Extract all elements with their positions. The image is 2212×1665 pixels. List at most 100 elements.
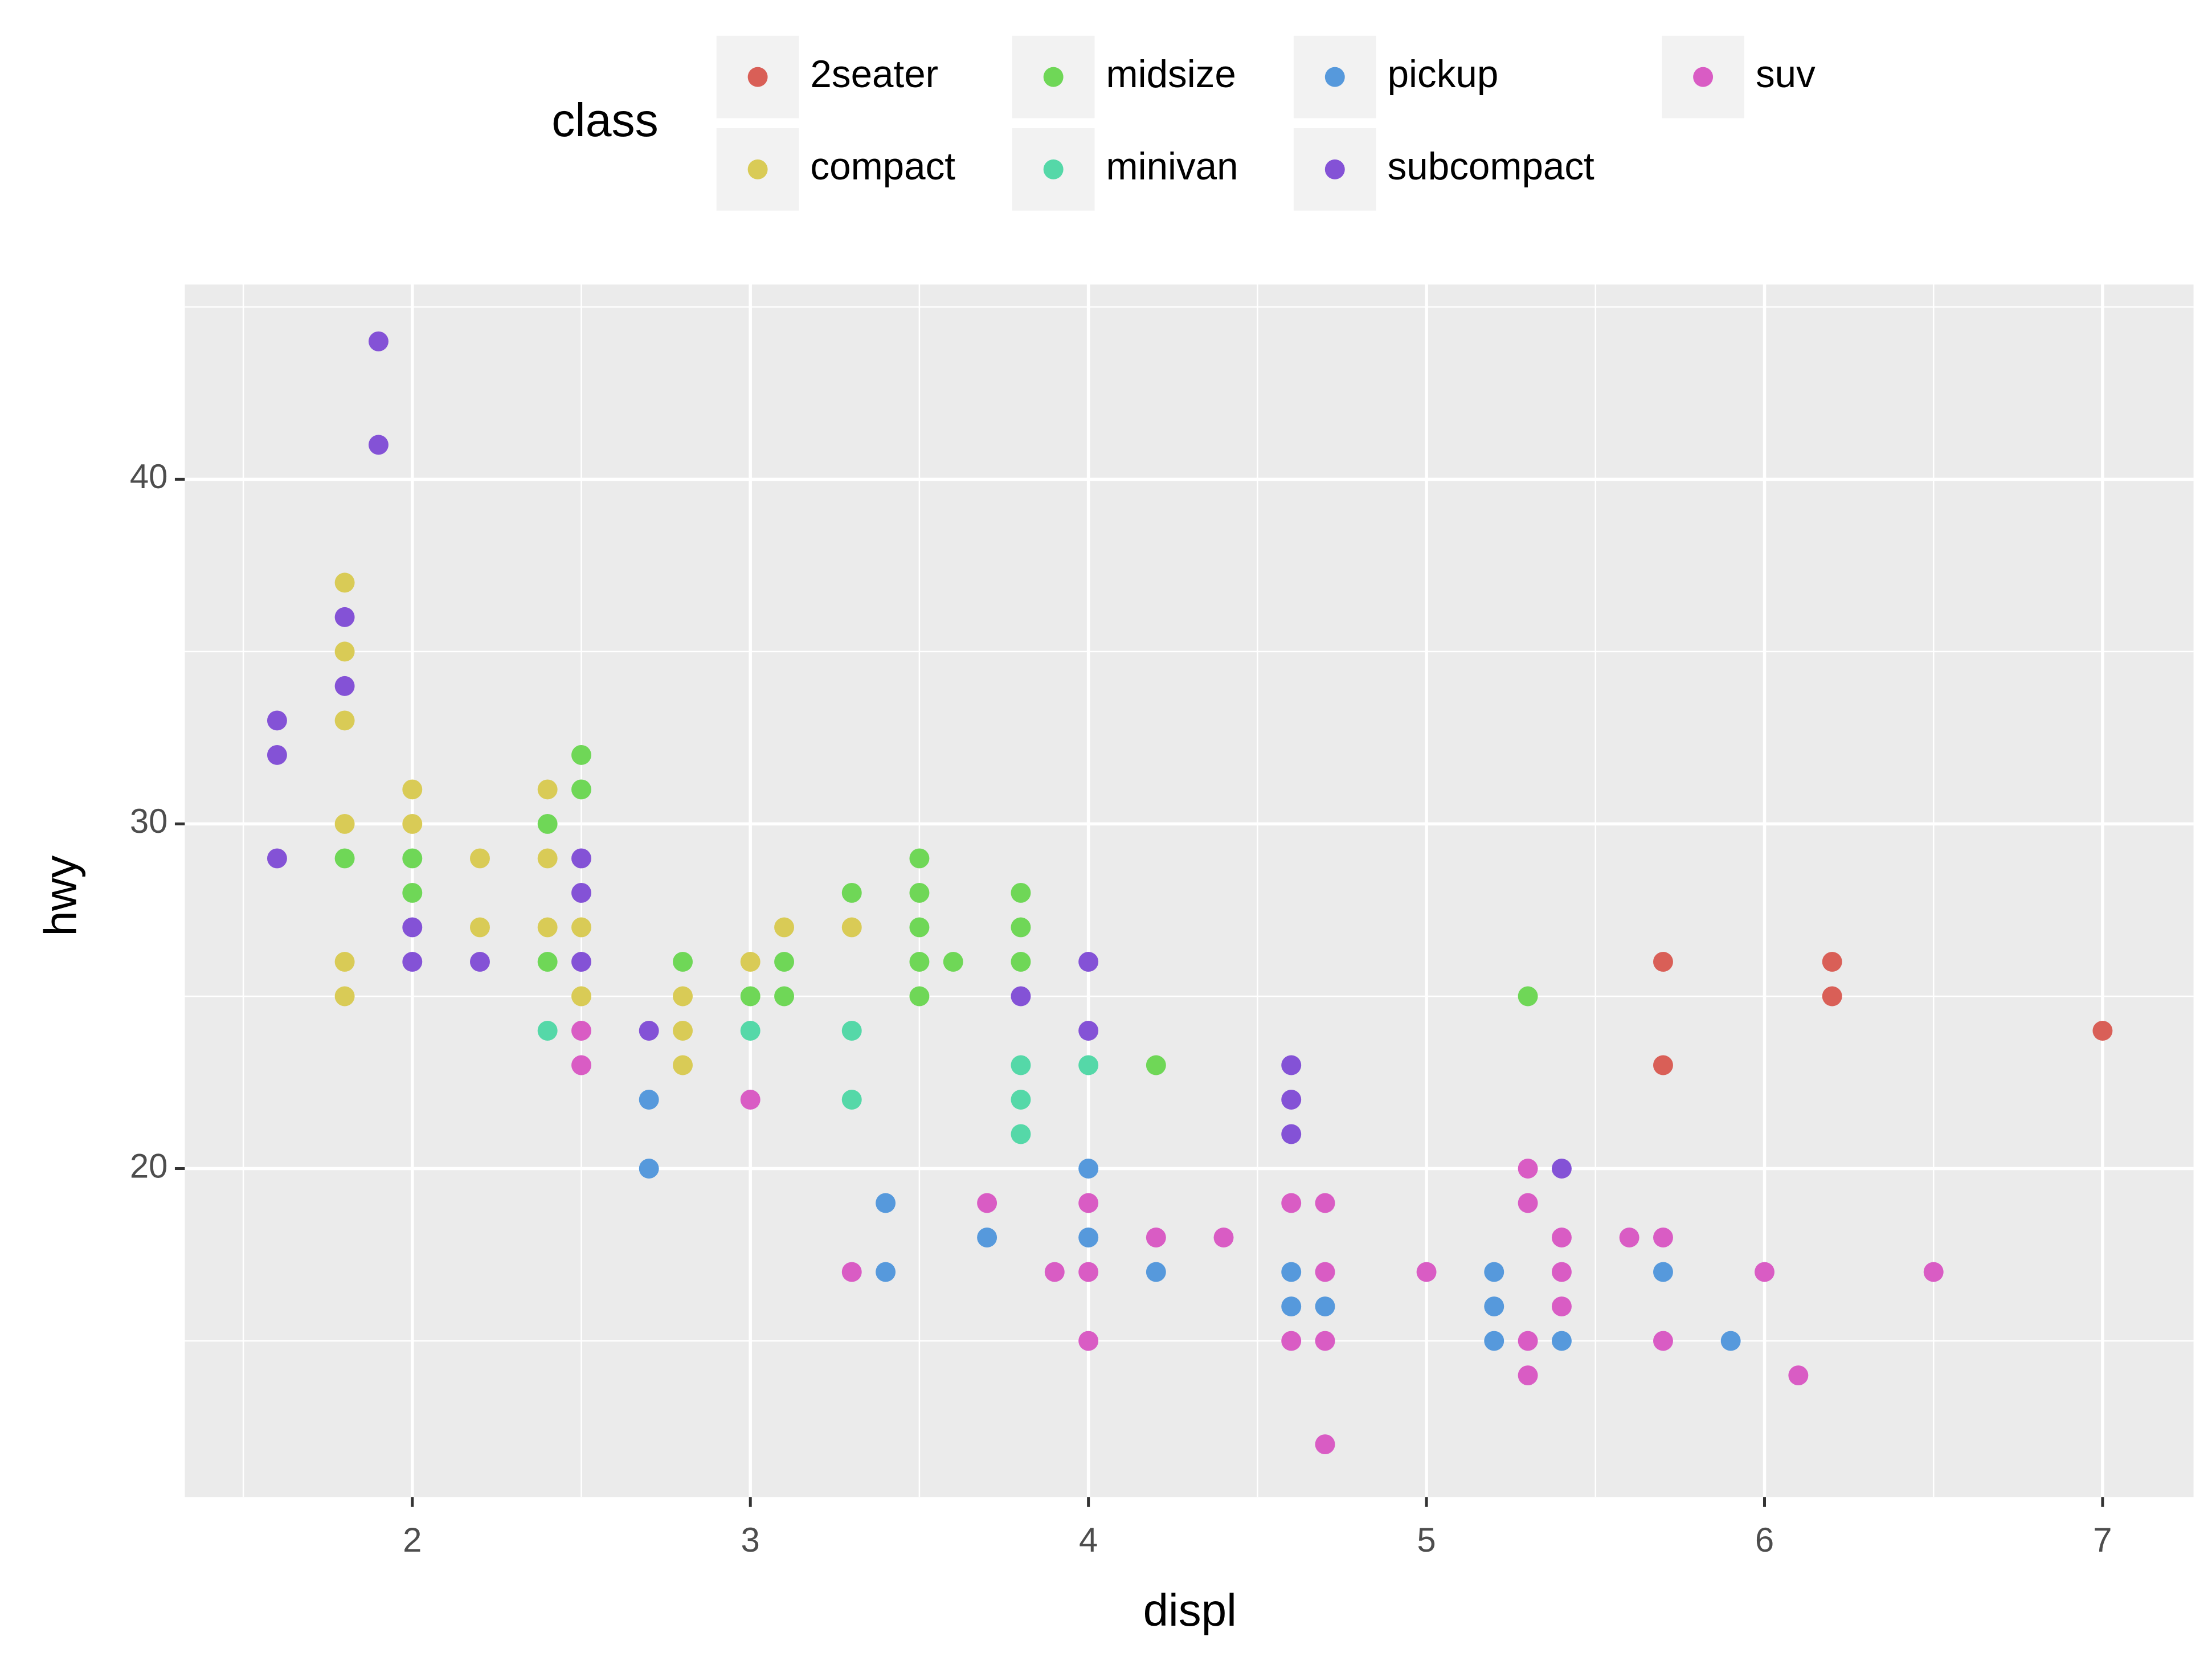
point — [1551, 1262, 1572, 1282]
point — [1281, 1296, 1302, 1317]
point — [673, 951, 693, 972]
point — [673, 1021, 693, 1041]
point — [909, 986, 930, 1007]
point — [571, 882, 591, 903]
point — [1078, 951, 1099, 972]
point — [1078, 1193, 1099, 1213]
point — [1551, 1159, 1572, 1179]
point — [740, 951, 760, 972]
point — [909, 848, 930, 869]
point — [334, 710, 355, 731]
point — [909, 917, 930, 938]
point — [571, 779, 591, 800]
point — [334, 572, 355, 593]
point — [1078, 1055, 1099, 1075]
point — [571, 951, 591, 972]
x-tick-label: 6 — [1755, 1521, 1774, 1559]
point — [673, 986, 693, 1007]
point — [841, 917, 862, 938]
legend-label: subcompact — [1388, 145, 1594, 188]
point — [1011, 882, 1031, 903]
legend-title: class — [551, 94, 659, 146]
point — [1146, 1055, 1166, 1075]
point — [740, 1090, 760, 1110]
point — [639, 1159, 659, 1179]
point — [334, 986, 355, 1007]
point — [1146, 1228, 1166, 1247]
point — [571, 1021, 591, 1041]
point — [1011, 1090, 1031, 1110]
point — [571, 917, 591, 938]
point — [571, 986, 591, 1007]
point — [639, 1021, 659, 1041]
point — [334, 813, 355, 834]
point — [267, 744, 287, 765]
point — [639, 1090, 659, 1110]
legend-swatch — [747, 159, 768, 179]
point — [1044, 1262, 1065, 1282]
point — [1484, 1262, 1504, 1282]
point — [537, 813, 558, 834]
point — [470, 848, 490, 869]
point — [841, 1021, 862, 1041]
point — [1551, 1331, 1572, 1351]
x-tick-label: 5 — [1417, 1521, 1436, 1559]
point — [1011, 986, 1031, 1007]
point — [1619, 1228, 1639, 1247]
point — [537, 1021, 558, 1041]
point — [267, 848, 287, 869]
point — [1653, 1331, 1673, 1351]
point — [740, 986, 760, 1007]
legend-swatch — [747, 67, 768, 87]
point — [977, 1193, 997, 1213]
point — [1281, 1262, 1302, 1282]
point — [402, 917, 423, 938]
point — [1755, 1262, 1774, 1282]
point — [1484, 1296, 1504, 1317]
point — [1822, 951, 1842, 972]
x-axis-title: displ — [1143, 1585, 1237, 1635]
x-tick-label: 3 — [741, 1521, 760, 1559]
x-tick-label: 4 — [1079, 1521, 1098, 1559]
point — [2092, 1021, 2113, 1041]
legend-label: minivan — [1106, 145, 1238, 188]
point — [1011, 951, 1031, 972]
point — [1653, 951, 1673, 972]
point — [1315, 1296, 1335, 1317]
point — [1078, 1331, 1099, 1351]
point — [1146, 1262, 1166, 1282]
y-tick-label: 20 — [130, 1147, 168, 1185]
point — [1213, 1228, 1234, 1247]
point — [909, 951, 930, 972]
point — [1011, 1055, 1031, 1075]
point — [368, 331, 389, 351]
point — [841, 882, 862, 903]
point — [1416, 1262, 1437, 1282]
point — [537, 779, 558, 800]
point — [841, 1262, 862, 1282]
point — [1653, 1228, 1673, 1247]
point — [1315, 1262, 1335, 1282]
point — [1281, 1193, 1302, 1213]
point — [334, 607, 355, 627]
point — [1484, 1331, 1504, 1351]
y-axis-title: hwy — [35, 855, 85, 936]
point — [402, 779, 423, 800]
point — [470, 951, 490, 972]
point — [909, 882, 930, 903]
point — [334, 848, 355, 869]
point — [537, 917, 558, 938]
legend-label: midsize — [1106, 53, 1236, 96]
point — [571, 848, 591, 869]
point — [1078, 1262, 1099, 1282]
point — [1078, 1159, 1099, 1179]
point — [267, 710, 287, 731]
point — [876, 1262, 896, 1282]
legend-swatch — [1693, 67, 1714, 87]
point — [402, 882, 423, 903]
point — [1011, 1124, 1031, 1144]
point — [537, 848, 558, 869]
point — [1281, 1331, 1302, 1351]
legend-label: 2seater — [810, 53, 938, 96]
